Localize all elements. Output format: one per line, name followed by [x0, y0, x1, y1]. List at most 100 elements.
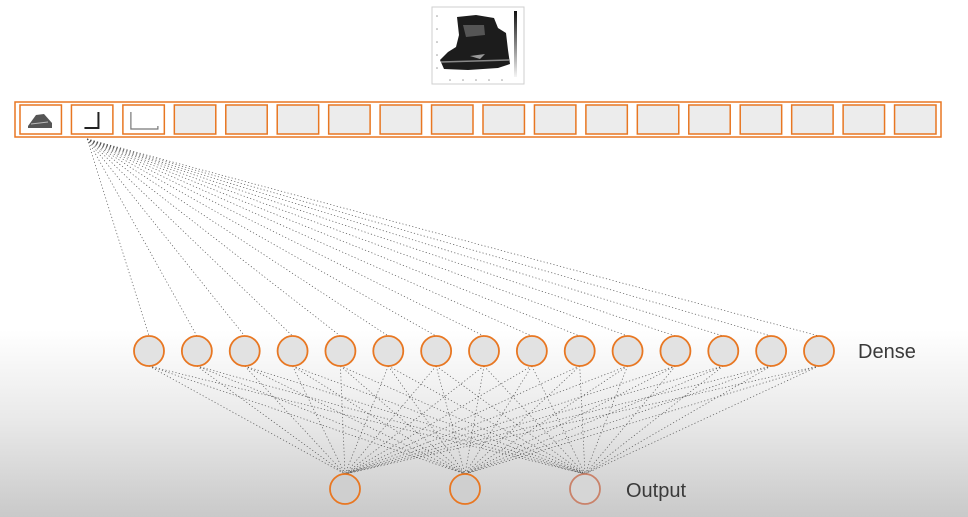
output-neuron: [329, 473, 361, 505]
connection-line: [86, 138, 198, 337]
dense-neuron: [276, 335, 309, 367]
connection-line: [435, 365, 466, 475]
connection-line: [464, 365, 820, 475]
connection-line: [87, 138, 628, 337]
output-label: Output: [626, 480, 686, 502]
dense-neuron: [228, 335, 261, 367]
connection-line: [344, 365, 628, 475]
flatten-cell: [225, 104, 268, 135]
connection-line: [148, 365, 466, 475]
flatten-cell: [430, 104, 474, 135]
flatten-cell: [19, 104, 63, 135]
output-neuron: [569, 473, 601, 505]
connection-line: [388, 365, 586, 475]
connection-line: [86, 138, 150, 337]
flatten-cell: [842, 104, 886, 135]
dense-neuron: [133, 335, 165, 367]
flatten-cell: [790, 104, 834, 135]
connection-line: [344, 365, 820, 475]
dense-label: Dense: [858, 341, 916, 363]
connection-line: [87, 138, 724, 337]
connection-line: [388, 365, 466, 475]
connection-line: [87, 138, 532, 337]
connection-line: [87, 138, 820, 337]
dense-neuron: [755, 335, 788, 367]
flatten-cell: [893, 104, 937, 135]
connection-line: [86, 138, 389, 337]
dense-neuron: [563, 335, 596, 367]
flatten-cell: [533, 104, 577, 135]
connection-line: [344, 365, 485, 475]
connection-line: [584, 365, 724, 475]
flatten-cell: [636, 104, 680, 135]
connection-line: [344, 365, 580, 475]
connection-line: [344, 365, 772, 475]
flatten-cell: [173, 104, 217, 135]
connection-line: [340, 365, 586, 475]
connection-line: [87, 138, 772, 337]
dense-layer: [133, 335, 835, 367]
flatten-cell: [276, 104, 320, 135]
connection-line: [86, 138, 437, 337]
connection-line: [584, 365, 676, 475]
sneaker-icon: [28, 114, 52, 128]
connection-line: [244, 365, 346, 475]
flatten-cell: [379, 104, 423, 135]
connection-line: [464, 365, 628, 475]
connection-line: [464, 365, 724, 475]
dense-neuron: [803, 335, 835, 367]
output-layer: [329, 473, 601, 505]
dense-neuron: [420, 335, 453, 367]
connection-line: [344, 365, 724, 475]
flatten-cell: [70, 104, 114, 135]
connection-line: [531, 365, 586, 475]
connection-line: [344, 365, 389, 475]
colorbar: [514, 11, 517, 77]
flatten-cell: [688, 104, 731, 135]
flatten-cell: [122, 104, 166, 135]
connection-line: [148, 365, 346, 475]
connection-line: [464, 365, 485, 475]
connection-line: [340, 365, 466, 475]
connection-line: [87, 138, 485, 337]
dense-neuron: [707, 335, 740, 367]
flatten-row-frame: [14, 101, 942, 138]
corner-edge-icon: [84, 112, 100, 129]
connection-line: [340, 365, 346, 475]
dense-neuron: [659, 335, 692, 367]
connection-line: [344, 365, 533, 475]
connection-line: [292, 365, 466, 475]
flatten-cell: [585, 104, 629, 135]
connection-line: [292, 365, 586, 475]
ankle-boot-icon: [440, 15, 510, 70]
connection-line: [584, 365, 820, 475]
dense-neuron: [515, 335, 548, 367]
input-image: [431, 6, 525, 85]
connection-line: [579, 365, 586, 475]
connection-line: [344, 365, 676, 475]
connection-line: [244, 365, 466, 475]
connection-line: [87, 138, 580, 337]
connection-line: [483, 365, 586, 475]
flatten-cell: [739, 104, 783, 135]
input-to-dense-connections: [86, 138, 820, 337]
bottom-edge-icon: [130, 112, 159, 130]
connection-line: [584, 365, 772, 475]
connection-line: [464, 365, 533, 475]
connection-line: [86, 138, 245, 337]
axis-ticks: [436, 15, 503, 81]
connection-line: [244, 365, 586, 475]
dense-neuron: [180, 335, 213, 367]
connection-line: [196, 365, 586, 475]
flatten-cell: [482, 104, 526, 135]
connection-line: [87, 138, 676, 337]
dense-to-output-connections: [148, 365, 820, 475]
flatten-cell: [327, 104, 371, 135]
connection-line: [196, 365, 346, 475]
output-neuron: [449, 473, 481, 505]
connection-line: [86, 138, 293, 337]
connection-line: [196, 365, 466, 475]
dense-neuron: [468, 335, 500, 367]
connection-line: [584, 365, 628, 475]
